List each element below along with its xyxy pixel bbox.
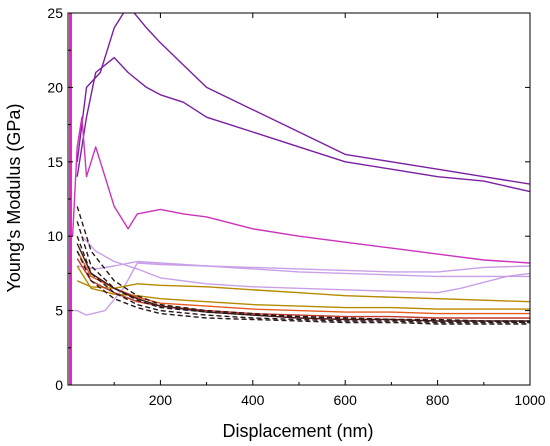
- x-tick-label: 1000: [514, 392, 545, 408]
- series-line-15: [76, 250, 530, 325]
- series-line-2: [76, 56, 530, 193]
- series-line-3: [71, 116, 530, 264]
- y-tick-label: 10: [47, 228, 63, 244]
- x-tick-label: 600: [334, 392, 358, 408]
- x-axis-label: Displacement (nm): [222, 421, 373, 441]
- plot-area: [69, 13, 530, 385]
- series-line-4: [77, 260, 530, 273]
- series-line-5: [81, 235, 530, 294]
- y-tick-label: 5: [55, 303, 63, 319]
- series-line-8: [76, 265, 530, 310]
- y-tick-label: 25: [47, 5, 63, 21]
- y-tick-label: 15: [47, 154, 63, 170]
- axes: 200 400 600 800 1000 0 5 10 15 20 25: [47, 5, 545, 408]
- y-tick-label: 0: [55, 377, 63, 393]
- series-line-9: [76, 250, 530, 315]
- y-axis-label: Young's Modulus (GPa): [4, 104, 24, 293]
- x-tick-label: 400: [241, 392, 265, 408]
- x-tick-label: 800: [426, 392, 450, 408]
- series-line-1: [76, 13, 530, 185]
- series-line-14: [76, 235, 530, 324]
- x-tick-label: 200: [149, 392, 173, 408]
- plot-frame: [67, 12, 531, 386]
- series-line-12: [76, 206, 530, 324]
- series-line-10: [76, 258, 530, 319]
- series-line-6: [70, 262, 530, 316]
- y-tick-label: 20: [47, 79, 63, 95]
- series-line-11: [76, 243, 530, 322]
